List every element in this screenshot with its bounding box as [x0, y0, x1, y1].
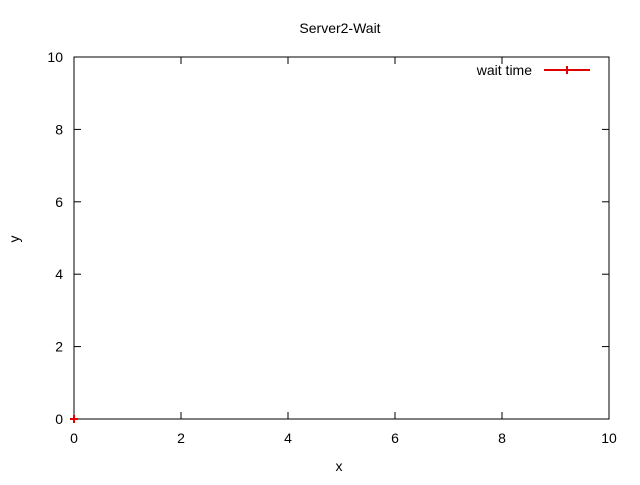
x-tick-label: 10: [601, 430, 617, 446]
y-ticks: 0 2 4 6 8 10: [47, 49, 609, 427]
chart-title: Server2-Wait: [299, 20, 380, 36]
y-tick-label: 2: [55, 339, 63, 355]
x-ticks: 0 2 4 6 8 10: [70, 57, 617, 446]
x-tick-label: 2: [177, 430, 185, 446]
y-tick-label: 0: [55, 411, 63, 427]
legend: wait time: [476, 62, 590, 78]
x-axis-label: x: [336, 458, 343, 474]
y-tick-label: 4: [55, 266, 63, 282]
series-layer: [70, 415, 78, 423]
legend-label: wait time: [476, 62, 532, 78]
x-tick-label: 8: [498, 430, 506, 446]
y-tick-label: 8: [55, 121, 63, 137]
data-point: [70, 415, 78, 423]
y-tick-label: 10: [47, 49, 63, 65]
y-tick-label: 6: [55, 194, 63, 210]
x-tick-label: 0: [70, 430, 78, 446]
x-tick-label: 6: [391, 430, 399, 446]
plot-area-border: [73, 56, 610, 420]
y-axis-label: y: [6, 236, 22, 243]
x-tick-label: 4: [284, 430, 292, 446]
